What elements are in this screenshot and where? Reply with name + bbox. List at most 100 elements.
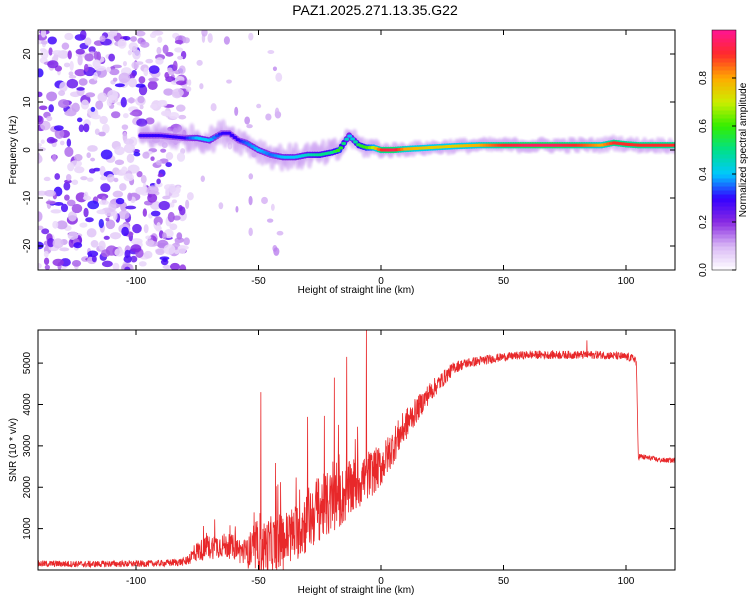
spectrogram-noise-cell — [107, 89, 119, 101]
colorbar-cell — [712, 90, 736, 95]
spectrogram-noise-cell — [142, 182, 147, 193]
spectrogram-noise-cell — [68, 71, 74, 77]
spectrogram-noise-cell — [248, 195, 253, 206]
spectrogram-noise-cell — [122, 60, 127, 67]
spectrogram-noise-cell — [92, 59, 101, 69]
colorbar-tick-label: 0.4 — [698, 167, 709, 181]
spectrogram-noise-cell — [186, 192, 194, 201]
spectrogram-noise-cell — [246, 124, 253, 129]
spectrogram-noise-cell — [99, 115, 108, 125]
spectrogram-noise-cell — [199, 83, 204, 90]
spectrogram-noise-cell — [175, 185, 181, 194]
spectrogram-noise-cell — [121, 226, 129, 237]
colorbar-cell — [712, 178, 736, 183]
colorbar-cell — [712, 134, 736, 139]
spectrogram-noise-cell — [71, 260, 82, 267]
spectrogram-noise-cell — [65, 173, 72, 181]
spectrogram-noise-cell — [174, 39, 184, 45]
spectrogram-noise-cell — [187, 79, 192, 86]
spectrogram-noise-cell — [138, 76, 146, 84]
spectrogram-noise-cell — [170, 201, 175, 208]
spectrogram-noise-cell — [103, 235, 110, 240]
spectrogram-noise-cell — [122, 36, 131, 41]
colorbar-cell — [712, 50, 736, 55]
spectrogram-noise-cell — [183, 37, 190, 44]
spectrogram-noise-cell — [123, 138, 134, 145]
spectrogram-noise-cell — [85, 217, 94, 223]
spectrogram-noise-cell — [146, 185, 159, 195]
colorbar: 0.0 0.2 0.4 0.6 0.8 Normalized spectral ampl… — [698, 29, 749, 277]
spectrogram-noise-cell — [157, 36, 163, 44]
spectrogram-noise-cell — [66, 78, 79, 89]
colorbar-cell — [712, 46, 736, 51]
spectrogram-noise-cell — [135, 83, 146, 88]
spectrogram-noise-cell — [223, 36, 230, 45]
spectrogram-noise-cell — [267, 49, 275, 55]
spectrogram-noise-cell — [165, 162, 172, 168]
spectrogram-noise-cell — [109, 232, 122, 240]
snr-y-tick-label: 3000 — [22, 434, 33, 457]
colorbar-cell — [712, 94, 736, 99]
spectrogram-noise-cell — [54, 128, 65, 139]
spectrogram-noise-cell — [176, 232, 183, 240]
colorbar-cell — [712, 242, 736, 247]
spectrogram-noise-cell — [93, 71, 98, 81]
spectrogram-ridge-core — [353, 140, 358, 144]
spectrogram-ridge-core — [229, 133, 235, 137]
spectrogram-noise-cell — [143, 67, 149, 77]
colorbar-cell — [712, 190, 736, 195]
spectrogram-noise-cell — [38, 147, 47, 152]
spectrogram-noise-cell — [71, 179, 79, 185]
snr-y-label: SNR (10 * v/v) — [8, 418, 19, 482]
spectrogram-noise-cell — [150, 103, 158, 109]
colorbar-cell — [712, 154, 736, 159]
spectrogram-noise-cell — [154, 182, 163, 188]
spectrogram-noise-cell — [95, 100, 104, 110]
spectrogram-noise-cell — [145, 117, 155, 125]
spectrogram-noise-cell — [121, 124, 129, 130]
colorbar-cell — [712, 162, 736, 167]
spectrogram-noise-cell — [162, 265, 172, 270]
spectrogram-ridge-core — [226, 131, 232, 135]
spectrogram-noise-cell — [137, 95, 145, 104]
spectrogram-noise-cell — [127, 97, 136, 104]
spectrogram-noise-cell — [156, 178, 161, 185]
spectrogram-noise-cell — [63, 181, 71, 191]
spectrogram-noise-cell — [113, 177, 119, 183]
spectrogram-noise-cell — [45, 200, 56, 205]
spectrogram-noise-cell — [172, 215, 181, 221]
spectrogram-noise-cell — [46, 115, 53, 122]
spectrogram-noise-cell — [115, 197, 125, 205]
colorbar-cell — [712, 82, 736, 87]
spectrogram-noise-cell — [48, 104, 54, 113]
colorbar-cell — [712, 78, 736, 83]
spectrogram-noise-cell — [39, 48, 47, 53]
spectrogram-noise-cell — [83, 123, 90, 133]
snr-x-tick-label: 0 — [378, 576, 384, 587]
spectrogram-noise-cell — [38, 142, 42, 148]
spectrogram-noise-cell — [67, 211, 77, 222]
spectrogram-noise-cell — [158, 200, 170, 211]
spectrogram-noise-cell — [47, 237, 55, 248]
spectrogram-noise-cell — [76, 117, 83, 123]
spectrogram-noise-cell — [256, 103, 262, 109]
spectrogram-noise-cell — [174, 69, 182, 75]
colorbar-ticks: 0.0 0.2 0.4 0.6 0.8 — [698, 71, 736, 277]
spectrogram-noise-cell — [64, 110, 77, 117]
spectrogram-noise-cell — [126, 153, 135, 163]
spectrogram-noise-cell — [200, 175, 205, 182]
spectrogram-noise-cell — [174, 238, 181, 245]
spectrogram-noise-cell — [207, 33, 213, 43]
colorbar-cell — [712, 38, 736, 43]
spectrogram-noise-cell — [140, 41, 150, 48]
spectrogram-noise-cell — [117, 38, 127, 49]
spectrogram-noise-cell — [112, 77, 118, 82]
spectrogram-noise-cell — [156, 46, 162, 55]
spectrogram-noise-cell — [142, 208, 147, 217]
spectrogram-noise-cell — [85, 92, 96, 98]
spectrogram-noise-cell — [43, 250, 49, 258]
spectrogram-noise-cell — [48, 47, 53, 56]
spectrogram-noise-cell — [86, 177, 94, 182]
spectrogram-noise-cell — [59, 140, 65, 146]
